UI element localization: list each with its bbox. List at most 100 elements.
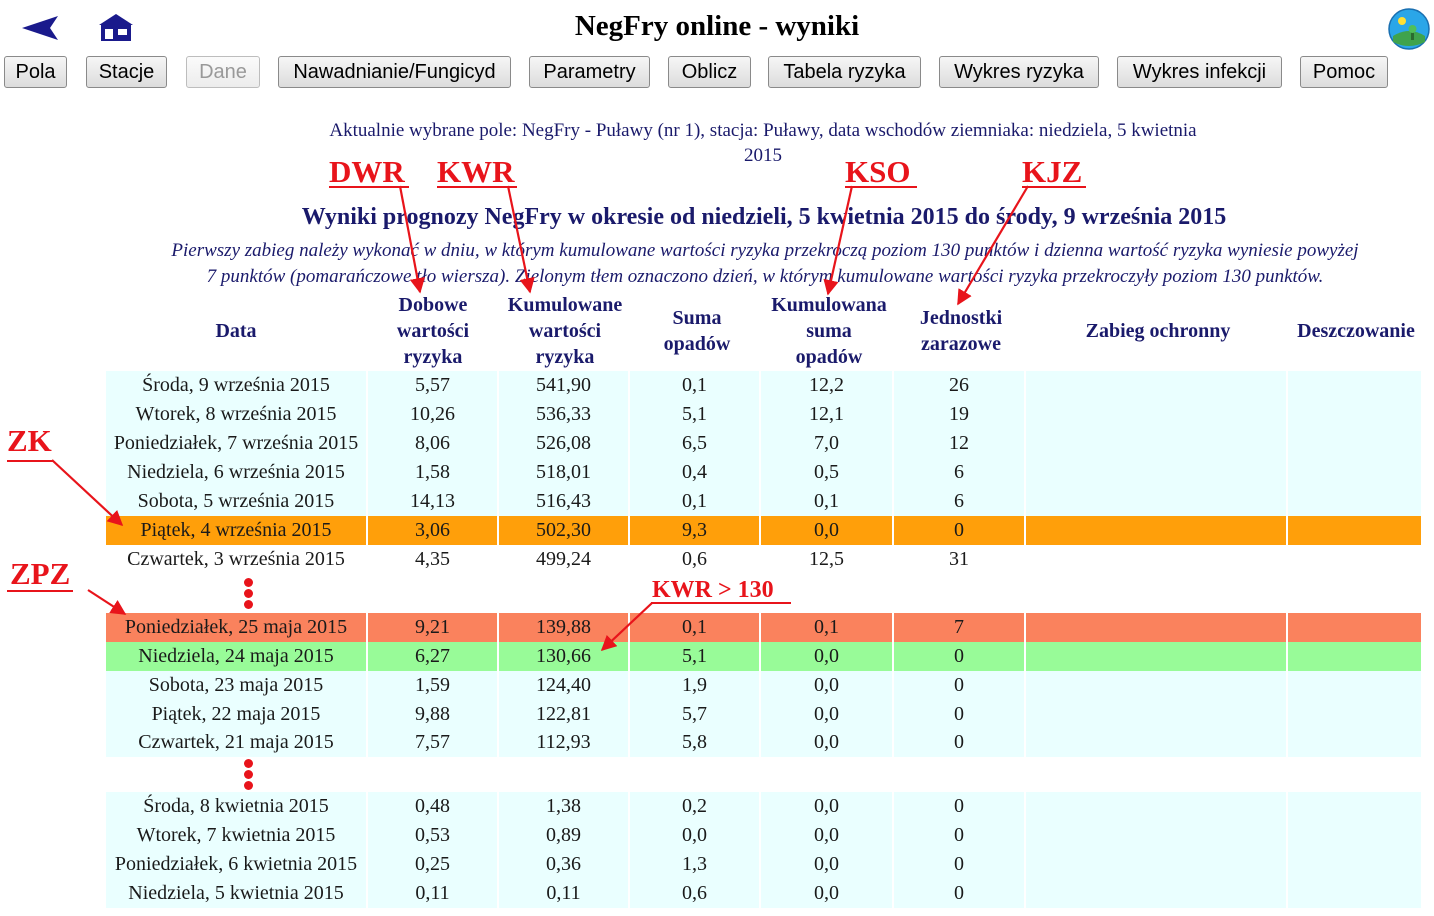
zk-arrow [51,459,124,527]
table-cell: 1,3 [630,850,761,879]
table-cell: 0 [894,700,1026,729]
table-cell: 3,06 [368,516,499,545]
table-cell: 0,1 [630,487,761,516]
nav-oblicz-button[interactable]: Oblicz [668,56,751,88]
nav-nawadnianie-button[interactable]: Nawadnianie/Fungicyd [278,56,511,88]
table-row: Poniedziałek, 7 września 2015 8,06 526,08 6… [106,429,1421,458]
annotation-underline [7,460,53,462]
table-cell [1288,728,1421,757]
table-cell: 6 [894,487,1026,516]
annotation-kwr-130: KWR > 130 [652,577,774,603]
table-cell: 0,36 [499,850,630,879]
table-cell [1288,821,1421,850]
back-arrow-icon[interactable] [22,16,58,40]
table-cell: 5,57 [368,371,499,400]
table-cell [1026,821,1288,850]
page-title: NegFry online - wyniki [574,10,860,42]
table-cell: 0,11 [499,879,630,908]
annotation-zpz: ZPZ [10,556,71,591]
annotation-kwr: KWR [437,154,515,189]
table-cell: Niedziela, 5 kwietnia 2015 [106,879,368,908]
table-cell: Środa, 9 września 2015 [106,371,368,400]
ellipsis-dots [244,759,254,792]
annotation-dwr: DWR [329,154,405,189]
table-cell [1288,613,1421,642]
column-header-line: opadów [663,333,731,355]
table-cell [1288,671,1421,700]
table-cell [1026,879,1288,908]
table-cell [1026,429,1288,458]
table-cell: 5,1 [630,642,761,671]
column-header-line: Data [215,320,257,342]
table-cell: 7,0 [761,429,894,458]
table-cell: 12,5 [761,545,894,574]
table-cell: 0,0 [761,850,894,879]
column-header: Deszczowanie [1281,318,1431,344]
column-header-line: wartości [396,320,470,342]
table-cell: 0,89 [499,821,630,850]
table-cell: 10,26 [368,400,499,429]
table-cell: Piątek, 4 września 2015 [106,516,368,545]
table-cell: 0,1 [630,613,761,642]
table-cell: 0,1 [761,613,894,642]
table-cell: 0 [894,821,1026,850]
table-cell: Poniedziałek, 7 września 2015 [106,429,368,458]
table-cell: 536,33 [499,400,630,429]
annotation-zk: ZK [7,423,52,458]
table-cell: 526,08 [499,429,630,458]
table-cell [1288,879,1421,908]
table-cell [1026,642,1288,671]
dwr-arrow [398,185,425,294]
kjz-arrow [957,185,1029,306]
table-row: Środa, 9 września 2015 5,57 541,90 0,1 12,2 2… [106,371,1421,400]
column-header-line: wartości [528,320,602,342]
table-cell: 0,0 [761,700,894,729]
table-cell: 139,88 [499,613,630,642]
nav-stacje-button[interactable]: Stacje [86,56,167,88]
table-cell: Sobota, 23 maja 2015 [106,671,368,700]
table-cell: Poniedziałek, 25 maja 2015 [106,613,368,642]
instructions-line1: Pierwszy zabieg należy wykonać w dniu, w… [171,240,1359,261]
table-cell [1026,792,1288,821]
table-cell [1288,429,1421,458]
column-header-line: suma [806,320,852,342]
table-row: Poniedziałek, 25 maja 2015 9,21 139,88 0,1 0… [106,613,1421,642]
column-header-line: zarazowe [921,333,1001,355]
ellipsis-dots [244,578,254,611]
table-cell: 130,66 [499,642,630,671]
table-cell: 518,01 [499,458,630,487]
table-cell: 0,0 [761,516,894,545]
table-row: Poniedziałek, 6 kwietnia 2015 0,25 0,36 1,3… [106,850,1421,879]
table-cell: 1,59 [368,671,499,700]
annotation-underline [651,602,791,604]
home-icon[interactable] [98,13,134,43]
table-cell [1026,400,1288,429]
table-cell: 0,1 [630,371,761,400]
table-cell [1288,487,1421,516]
instructions-line2: 7 punktów (pomarańczowe tło wiersza). Zi… [206,266,1324,287]
column-header: Zabieg ochronny [1038,318,1278,344]
table-cell: 499,24 [499,545,630,574]
table-cell: 502,30 [499,516,630,545]
table-cell: Wtorek, 8 września 2015 [106,400,368,429]
table-cell: 9,3 [630,516,761,545]
nav-pola-button[interactable]: Pola [4,56,67,88]
nav-wykres-infekcji-button[interactable]: Wykres infekcji [1117,56,1282,88]
nav-wykres-ryzyka-button[interactable]: Wykres ryzyka [939,56,1099,88]
column-header-line: Jednostki [919,307,1003,329]
nav-pomoc-button[interactable]: Pomoc [1300,56,1388,88]
nav-tabela-ryzyka-button[interactable]: Tabela ryzyka [768,56,921,88]
table-cell: 0,48 [368,792,499,821]
nav-parametry-button[interactable]: Parametry [529,56,650,88]
column-header-line: opadów [795,346,863,368]
logo-icon[interactable] [1387,8,1431,50]
zpz-arrow [87,589,127,615]
table-cell: 1,38 [499,792,630,821]
table-row: Niedziela, 6 września 2015 1,58 518,01 0,4 0… [106,458,1421,487]
annotation-underline [7,590,73,592]
table-cell: 0,25 [368,850,499,879]
table-cell: 5,1 [630,400,761,429]
table-cell: 31 [894,545,1026,574]
table-cell: 0,5 [761,458,894,487]
